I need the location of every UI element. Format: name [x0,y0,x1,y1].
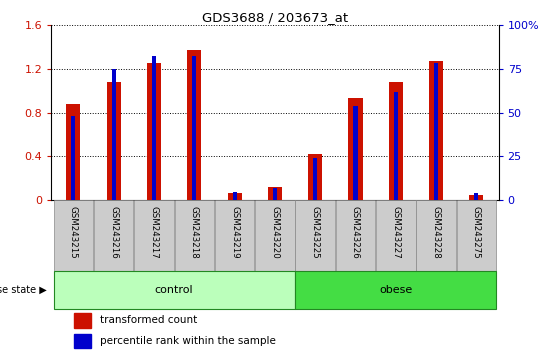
Bar [295,200,335,271]
Text: GSM243275: GSM243275 [472,206,481,259]
Bar [107,82,121,200]
Text: GSM243218: GSM243218 [190,206,199,259]
Bar [232,193,237,200]
Bar [376,200,416,271]
Bar [354,105,357,200]
Bar [134,200,174,271]
Bar [457,200,496,271]
Bar [53,271,295,309]
Bar [273,188,277,200]
Bar [112,69,116,200]
Bar [268,187,282,200]
Text: obese: obese [379,285,412,295]
Bar [94,200,134,271]
Text: GSM243219: GSM243219 [230,206,239,259]
Bar [348,98,363,200]
Text: disease state ▶: disease state ▶ [0,285,47,295]
Bar [73,313,92,328]
Bar [429,61,443,200]
Bar [434,63,438,200]
Text: GSM243226: GSM243226 [351,206,360,259]
Text: GSM243227: GSM243227 [391,206,400,259]
Bar [389,82,403,200]
Bar [192,56,196,200]
Text: percentile rank within the sample: percentile rank within the sample [100,336,277,346]
Text: GSM243225: GSM243225 [310,206,320,259]
Text: transformed count: transformed count [100,315,198,325]
Text: GSM243220: GSM243220 [271,206,279,259]
Bar [227,193,241,200]
Bar [187,50,202,200]
Text: GSM243215: GSM243215 [69,206,78,259]
Text: control: control [155,285,194,295]
Text: GSM243217: GSM243217 [149,206,158,259]
Bar [53,200,93,271]
Bar [313,158,317,200]
Bar [215,200,254,271]
Bar [73,334,92,348]
Bar [152,56,156,200]
Bar [394,92,398,200]
Bar [255,200,295,271]
Text: GSM243216: GSM243216 [109,206,118,259]
Bar [175,200,214,271]
Bar [295,271,496,309]
Bar [336,200,375,271]
Bar [71,116,75,200]
Bar [416,200,456,271]
Bar [308,154,322,200]
Bar [474,193,479,200]
Title: GDS3688 / 203673_at: GDS3688 / 203673_at [202,11,348,24]
Bar [66,104,80,200]
Bar [469,195,483,200]
Bar [147,63,161,200]
Text: GSM243228: GSM243228 [432,206,440,259]
